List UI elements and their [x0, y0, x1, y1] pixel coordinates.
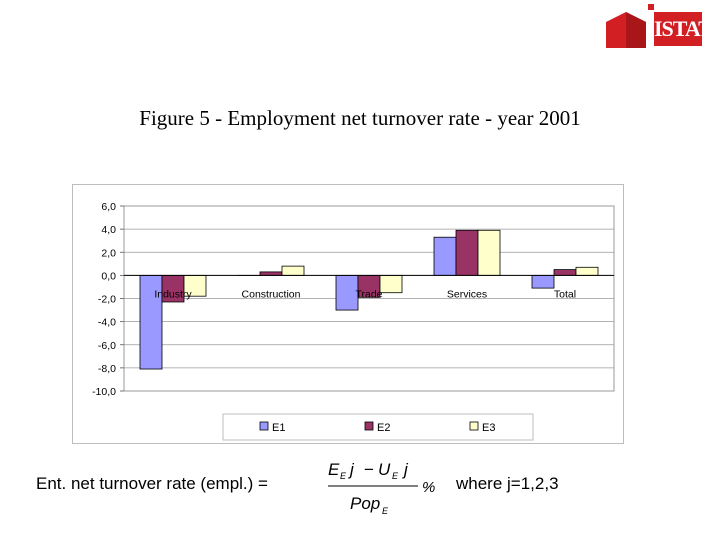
legend-label-e3: E3 — [482, 422, 495, 434]
formula-pop-sub: E — [382, 506, 389, 516]
formula-minus: − — [364, 460, 374, 479]
legend: E1 E2 E3 — [222, 413, 534, 441]
category-label: Total — [554, 288, 576, 300]
y-tick-label: -4,0 — [98, 317, 116, 329]
formula-pop: Pop — [350, 494, 380, 513]
formula-u: U — [378, 460, 391, 479]
y-tick-label: 4,0 — [101, 224, 116, 236]
bars — [124, 229, 614, 370]
bar-construction-e3 — [281, 265, 305, 276]
y-tick-label: -10,0 — [92, 386, 116, 398]
formula-label: Ent. net turnover rate (empl.) = — [36, 474, 268, 493]
formula-e: E — [328, 460, 340, 479]
bar-construction-e2 — [259, 271, 283, 276]
bar-services-e2 — [455, 229, 479, 276]
legend-label-e2: E2 — [377, 422, 390, 434]
istat-logo — [606, 4, 654, 48]
y-tick-label: -2,0 — [98, 294, 116, 306]
category-label: Industry — [154, 288, 192, 300]
logo-square — [648, 4, 654, 10]
bar-chart: 6,0 4,0 2,0 0,0 -2,0 -4,0 -6,0 -8,0 -10,0 Indust… — [72, 184, 624, 444]
category-label: Services — [447, 288, 487, 300]
legend-swatch-e2 — [364, 421, 374, 431]
figure-title: Figure 5 - Employment net turnover rate … — [139, 106, 581, 130]
y-tick-label: -6,0 — [98, 340, 116, 352]
y-tick-label: 0,0 — [101, 270, 116, 282]
category-label: Construction — [242, 288, 301, 300]
y-tick-label: 2,0 — [101, 247, 116, 259]
bar-trade-e3 — [379, 274, 403, 294]
category-labels: Industry Construction Trade Services Total — [154, 288, 576, 300]
legend-box — [222, 413, 534, 441]
category-label: Trade — [355, 288, 382, 300]
formula-u-sub: E — [392, 471, 399, 481]
y-tick-label: -8,0 — [98, 363, 116, 375]
formula-where: where j=1,2,3 — [456, 474, 559, 493]
bar-total-e1 — [531, 274, 555, 289]
logo-house-shade — [626, 12, 646, 48]
bar-services-e3 — [477, 229, 501, 276]
legend-swatch-e3 — [469, 421, 479, 431]
y-tick-labels: 6,0 4,0 2,0 0,0 -2,0 -4,0 -6,0 -8,0 -10,0 — [92, 201, 116, 398]
y-tick-label: 6,0 — [101, 201, 116, 213]
formula-j2: j — [402, 460, 409, 479]
formula-e-sub: E — [340, 471, 347, 481]
formula-j1: j — [348, 460, 355, 479]
turnover-formula: E E j − U E j Pop E % — [328, 460, 435, 516]
grid-lines — [120, 205, 614, 392]
bar-total-e2 — [553, 269, 577, 276]
bar-total-e3 — [575, 266, 599, 276]
legend-label-e1: E1 — [272, 422, 285, 434]
bar-services-e1 — [433, 236, 457, 276]
legend-swatch-e1 — [259, 421, 269, 431]
logo-text: ISTAT — [654, 12, 713, 46]
formula-percent: % — [422, 479, 435, 496]
